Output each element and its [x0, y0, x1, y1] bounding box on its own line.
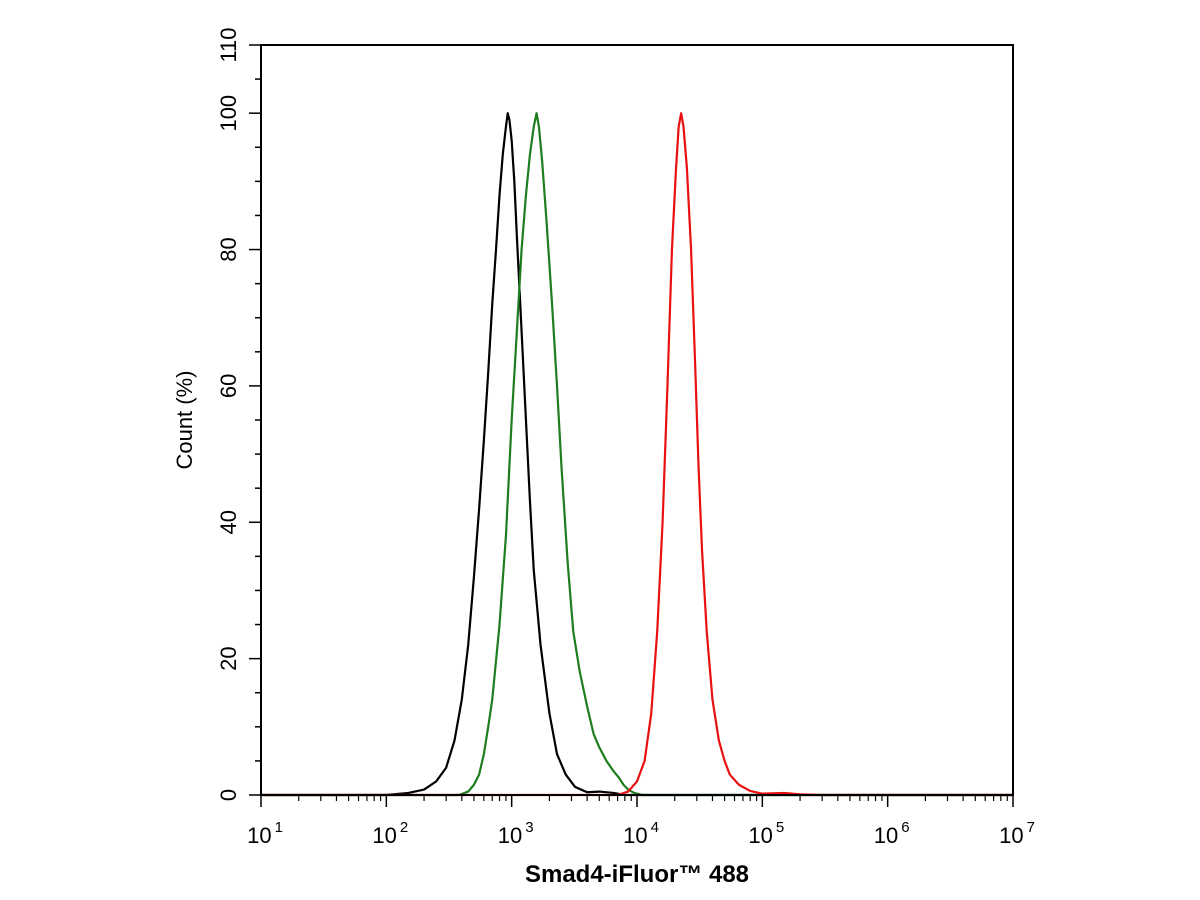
y-axis-label: Count (%) [172, 370, 197, 469]
y-tick-label: 110 [216, 27, 241, 62]
y-axis-ticks: 0 20 40 60 80 100 110 [216, 27, 261, 801]
x-tick-label: 10 2 [372, 819, 408, 848]
series-line-3 [261, 112, 1013, 797]
x-tick-label: 10 6 [874, 819, 910, 848]
y-tick-label: 60 [216, 374, 241, 398]
y-tick-label: 20 [216, 646, 241, 670]
y-tick-label: 100 [216, 95, 241, 132]
x-tick-label: 10 7 [999, 819, 1035, 848]
series-line-1 [261, 112, 1013, 797]
y-tick-label: 0 [216, 789, 241, 801]
x-axis-ticks: 10 1 10 2 10 3 10 4 10 5 10 6 10 7 [247, 795, 1035, 848]
y-tick-label: 40 [216, 510, 241, 534]
x-tick-label: 10 5 [748, 819, 784, 848]
series-layer [261, 112, 1013, 797]
x-axis-label: Smad4-iFluor™ 488 [525, 861, 749, 888]
x-tick-label: 10 4 [623, 819, 659, 848]
x-tick-label: 10 3 [498, 819, 534, 848]
x-tick-label: 10 1 [247, 819, 283, 848]
series-line-2 [261, 112, 1013, 797]
y-tick-label: 80 [216, 237, 241, 261]
plot-frame [260, 44, 1014, 796]
